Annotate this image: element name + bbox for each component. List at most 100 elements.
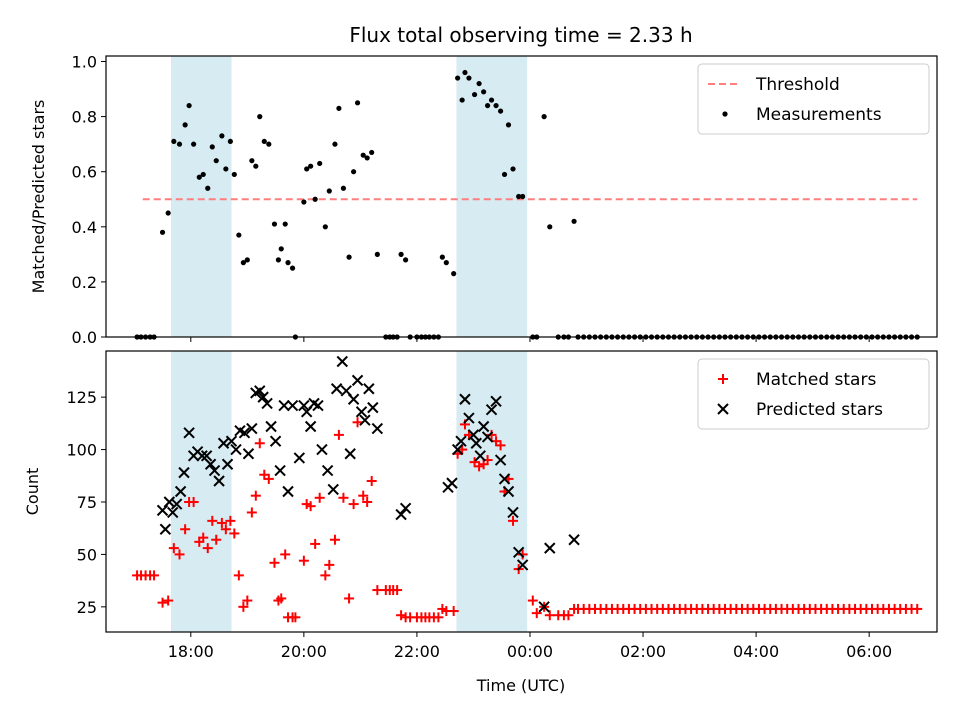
marker-stroke: [481, 431, 494, 443]
marker-stroke: [200, 450, 213, 462]
data-point: [238, 427, 251, 439]
data-point: [488, 97, 495, 103]
data-point: [340, 185, 347, 191]
data-point: [290, 612, 301, 623]
data-point: [298, 399, 310, 412]
data-point: [265, 420, 277, 433]
marker-stroke: [516, 559, 529, 571]
marker-stroke: [261, 397, 273, 410]
data-point: [563, 610, 574, 621]
data-point: [289, 265, 296, 271]
marker-stroke: [459, 393, 471, 405]
data-point: [490, 395, 502, 408]
marker-stroke: [490, 395, 502, 408]
marker-stroke: [183, 427, 195, 439]
marker-stroke: [308, 397, 320, 410]
data-point: [280, 549, 291, 560]
data-point: [462, 69, 468, 76]
marker-stroke: [399, 502, 412, 514]
data-point: [308, 163, 314, 169]
data-point: [200, 171, 206, 178]
data-point: [170, 498, 183, 510]
data-point: [448, 606, 459, 617]
data-point: [200, 450, 213, 462]
legend-label: Predicted stars: [756, 400, 883, 420]
marker-stroke: [474, 450, 486, 462]
data-point: [188, 496, 199, 507]
marker-stroke: [568, 534, 580, 546]
data-point: [360, 152, 366, 158]
data-point: [178, 466, 190, 479]
data-point: [293, 452, 306, 464]
data-point: [403, 257, 409, 263]
data-point: [355, 406, 368, 418]
data-point: [180, 524, 191, 535]
marker-stroke: [477, 420, 490, 433]
marker-stroke: [455, 435, 467, 447]
marker-stroke: [204, 458, 217, 470]
data-point: [163, 496, 176, 508]
x-tick-label: 18:00: [168, 642, 214, 661]
marker-stroke: [327, 483, 339, 496]
data-point: [314, 492, 325, 503]
data-point: [338, 492, 349, 503]
data-point: [477, 420, 490, 433]
marker-stroke: [355, 406, 368, 418]
marker-stroke: [538, 601, 550, 613]
marker-stroke: [254, 385, 266, 397]
marker-stroke: [293, 452, 306, 464]
marker-stroke: [257, 391, 269, 403]
data-point: [191, 141, 197, 147]
chart-title: Flux total observing time = 2.33 h: [349, 23, 692, 47]
data-point: [324, 559, 335, 570]
data-point: [485, 404, 498, 416]
data-point: [451, 443, 464, 456]
data-point: [196, 174, 202, 180]
top-panel: 0.0 0.2 0.4 0.6 0.8 1.0 Matched/Predicted star…: [29, 53, 938, 347]
data-point: [392, 585, 403, 596]
data-point: [512, 546, 525, 559]
y-tick-label: 1.0: [72, 53, 97, 72]
data-point: [278, 399, 290, 412]
y-tick-label: 0.8: [72, 108, 97, 127]
data-point: [348, 499, 359, 510]
data-point: [174, 485, 187, 498]
data-point: [278, 246, 284, 252]
data-point: [205, 185, 211, 191]
data-point: [221, 458, 234, 470]
data-point: [495, 440, 506, 451]
marker-stroke: [470, 437, 482, 449]
data-point: [372, 585, 383, 596]
data-point: [459, 97, 465, 103]
marker-stroke: [242, 448, 255, 460]
marker-stroke: [170, 498, 183, 510]
data-point: [358, 490, 369, 501]
data-point: [286, 399, 299, 412]
marker-stroke: [544, 542, 556, 554]
data-point: [516, 193, 522, 200]
marker-stroke: [298, 399, 310, 412]
data-point: [508, 515, 519, 526]
data-point: [538, 601, 550, 613]
data-point: [282, 485, 294, 498]
y-tick-label: 125: [66, 388, 97, 407]
data-point: [240, 260, 246, 266]
data-point: [497, 108, 504, 114]
legend: Matched stars Predicted stars: [697, 358, 930, 430]
x-tick-label: 02:00: [620, 642, 666, 661]
data-point: [322, 224, 328, 230]
data-point: [285, 260, 291, 266]
data-point: [398, 251, 404, 257]
data-point: [227, 138, 233, 145]
data-point: [225, 435, 238, 447]
data-point: [374, 251, 380, 257]
marker-stroke: [178, 466, 190, 479]
data-point: [486, 429, 497, 440]
data-point: [274, 464, 286, 477]
data-point: [276, 593, 287, 604]
data-point: [451, 271, 457, 277]
data-point: [207, 515, 218, 526]
data-point: [344, 593, 355, 604]
x-tick-label: 00:00: [507, 642, 553, 661]
marker-stroke: [717, 403, 729, 415]
